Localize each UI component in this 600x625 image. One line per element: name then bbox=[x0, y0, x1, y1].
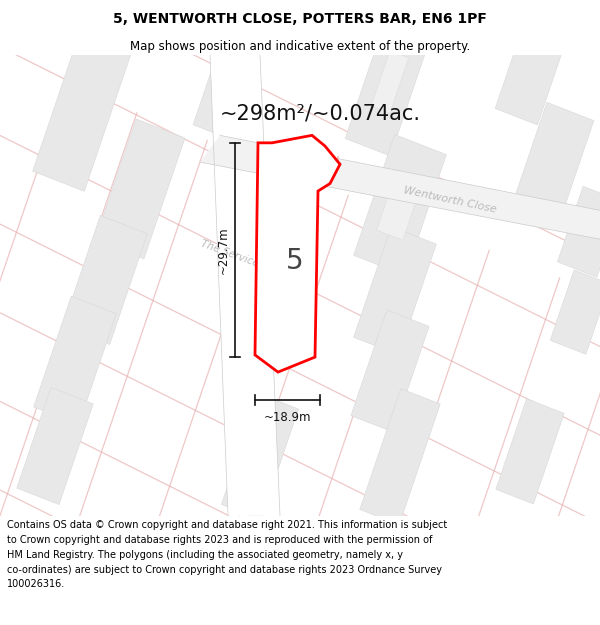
Text: Contains OS data © Crown copyright and database right 2021. This information is : Contains OS data © Crown copyright and d… bbox=[7, 520, 448, 589]
Polygon shape bbox=[516, 102, 594, 211]
Polygon shape bbox=[371, 51, 409, 113]
Polygon shape bbox=[32, 15, 137, 191]
Text: The Service Road: The Service Road bbox=[200, 238, 289, 279]
Polygon shape bbox=[353, 226, 436, 355]
Polygon shape bbox=[495, 28, 565, 125]
Text: Wentworth Close: Wentworth Close bbox=[403, 185, 497, 214]
Polygon shape bbox=[557, 186, 600, 278]
Polygon shape bbox=[496, 399, 564, 504]
Polygon shape bbox=[17, 388, 93, 504]
Polygon shape bbox=[377, 169, 424, 240]
Polygon shape bbox=[351, 310, 429, 432]
Polygon shape bbox=[360, 389, 440, 525]
Polygon shape bbox=[353, 134, 446, 276]
Polygon shape bbox=[255, 136, 340, 372]
Polygon shape bbox=[193, 49, 247, 136]
Text: ~18.9m: ~18.9m bbox=[264, 411, 311, 424]
Text: Map shows position and indicative extent of the property.: Map shows position and indicative extent… bbox=[130, 39, 470, 52]
Text: 5: 5 bbox=[286, 247, 304, 274]
Polygon shape bbox=[550, 270, 600, 354]
Polygon shape bbox=[210, 55, 280, 516]
Text: ~29.7m: ~29.7m bbox=[217, 226, 229, 274]
Polygon shape bbox=[34, 296, 116, 424]
Text: 5, WENTWORTH CLOSE, POTTERS BAR, EN6 1PF: 5, WENTWORTH CLOSE, POTTERS BAR, EN6 1PF bbox=[113, 12, 487, 26]
Polygon shape bbox=[345, 8, 435, 156]
Polygon shape bbox=[200, 136, 600, 239]
Polygon shape bbox=[62, 216, 148, 344]
Polygon shape bbox=[221, 394, 299, 520]
Text: ~298m²/~0.074ac.: ~298m²/~0.074ac. bbox=[220, 104, 421, 124]
Polygon shape bbox=[95, 119, 185, 259]
